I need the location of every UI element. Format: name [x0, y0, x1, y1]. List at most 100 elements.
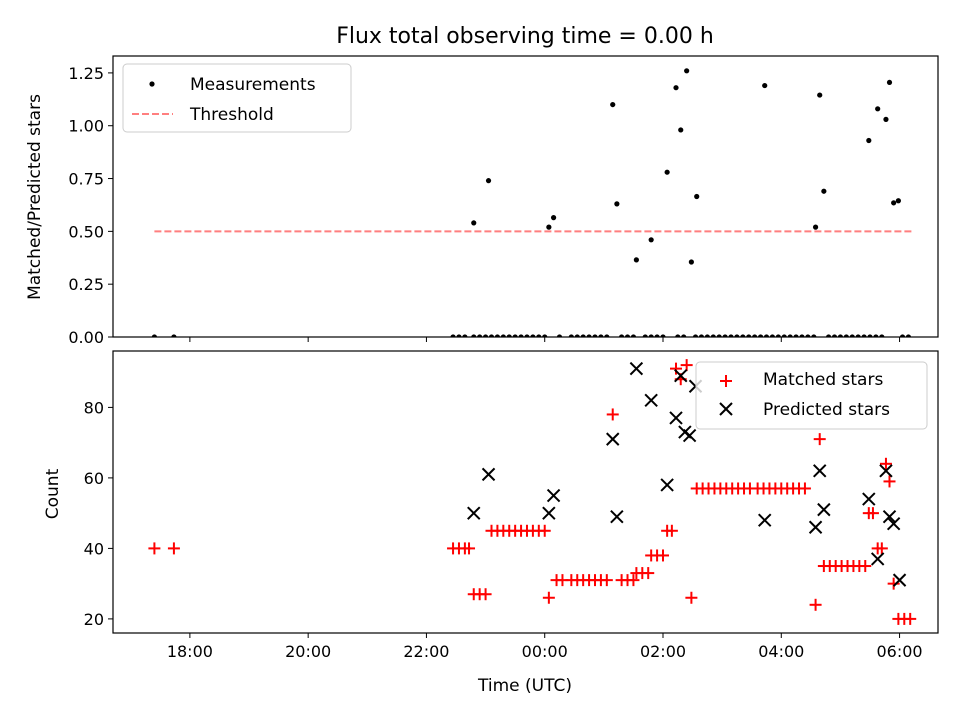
predicted-star-b [481, 467, 496, 482]
bottom-plot-area [148, 359, 917, 625]
matched-star-point [904, 612, 917, 625]
bottom-ytick-label: 60 [84, 469, 104, 488]
matched-star-point [542, 591, 555, 604]
predicted-star-b [870, 552, 885, 566]
measurement-point [494, 334, 501, 337]
predicted-star-b [892, 573, 907, 587]
measurement-point [512, 334, 518, 337]
matched-star-point [167, 542, 180, 555]
measurement-point [488, 334, 495, 337]
bottom-xtick-label: 02:00 [640, 642, 686, 661]
matched-star-point [685, 591, 698, 604]
measurement-point [568, 334, 574, 337]
measurement-point [624, 334, 631, 337]
bottom-legend-box [695, 361, 928, 430]
predicted-star-b [682, 428, 697, 443]
measurement-point [648, 237, 654, 243]
measurement-point [831, 334, 838, 337]
measurement-point [805, 334, 811, 337]
measurement-point [633, 257, 639, 263]
measurement-point [793, 334, 799, 337]
measurement-point [642, 334, 648, 337]
measurement-point [536, 334, 542, 337]
measurement-point [542, 334, 548, 337]
matched-star-point [887, 577, 900, 590]
bottom-xtick-label: 04:00 [758, 642, 804, 661]
measurement-point [722, 334, 728, 337]
matched-star-point [866, 507, 879, 520]
matched-star-point [148, 542, 161, 555]
predicted-star-b [817, 502, 831, 517]
measurement-point [692, 334, 699, 337]
measurement-point [660, 334, 666, 337]
matched-star-point [606, 408, 619, 421]
measurement-point [518, 334, 524, 337]
measurement-point [619, 334, 625, 337]
bottom-xtick-label: 06:00 [877, 642, 923, 661]
top-plot-area [151, 68, 912, 337]
legend-predicted-marker [719, 402, 733, 416]
measurement-point [151, 334, 157, 337]
matched-star-point [859, 560, 872, 573]
measurement-point [580, 334, 586, 337]
measurement-point [866, 137, 872, 144]
predicted-star-point [682, 428, 697, 443]
measurement-point [899, 334, 906, 337]
top-ytick-label: 0.25 [68, 275, 104, 294]
predicted-star-point [467, 506, 481, 520]
x-axis-label: Time (UTC) [477, 676, 572, 696]
measurement-point [694, 193, 700, 200]
measurement-point [506, 334, 512, 337]
measurement-point [456, 334, 462, 337]
measurement-point [482, 334, 489, 337]
measurement-point [775, 334, 781, 337]
measurement-point [471, 334, 477, 337]
measurement-point [716, 334, 722, 337]
measurement-point [740, 334, 746, 337]
predicted-star-point [542, 506, 556, 520]
bottom-ytick-label: 20 [84, 610, 104, 629]
measurement-point [799, 334, 805, 337]
predicted-star-b [879, 464, 893, 478]
measurement-point [500, 334, 506, 337]
measurement-point [684, 68, 690, 74]
measurement-point [648, 334, 654, 337]
measurement-point [530, 334, 536, 337]
measurement-point [763, 334, 770, 337]
matched-star-point [665, 524, 678, 537]
top-ytick-label: 0.00 [68, 328, 104, 347]
legend-threshold-label: Threshold [189, 105, 274, 125]
predicted-star-b [882, 509, 897, 524]
predicted-star-point [660, 478, 674, 492]
bottom-xtick-label: 18:00 [167, 642, 213, 661]
top-ytick-label: 1.00 [68, 117, 104, 136]
predicted-star-point [870, 552, 885, 566]
predicted-star-point [610, 509, 624, 524]
measurement-point [592, 334, 598, 337]
predicted-star-point [879, 464, 893, 478]
bottom-axes-frame [112, 350, 939, 634]
measurement-point [654, 334, 660, 337]
predicted-star-point [758, 513, 772, 527]
measurement-point [905, 334, 912, 337]
bottom-ytick-label: 80 [84, 398, 104, 417]
measurement-point [875, 106, 881, 112]
legend-matched-label: Matched stars [763, 370, 883, 390]
measurement-point [675, 334, 681, 337]
legend-matched-marker [720, 375, 732, 387]
predicted-star-point [817, 502, 831, 517]
measurement-point [728, 334, 734, 337]
measurement-point [462, 334, 468, 337]
top-legend: Measurements Threshold [122, 63, 352, 133]
measurement-point [734, 334, 740, 337]
matched-star-point [479, 588, 492, 601]
matched-star-point [798, 482, 811, 495]
measurement-point [678, 127, 684, 133]
measurement-point [477, 334, 483, 337]
measurement-point [574, 334, 580, 337]
bottom-xtick-label: 20:00 [285, 642, 331, 661]
measurement-point [485, 178, 492, 184]
measurement-point [450, 334, 456, 337]
measurement-point [681, 334, 687, 337]
